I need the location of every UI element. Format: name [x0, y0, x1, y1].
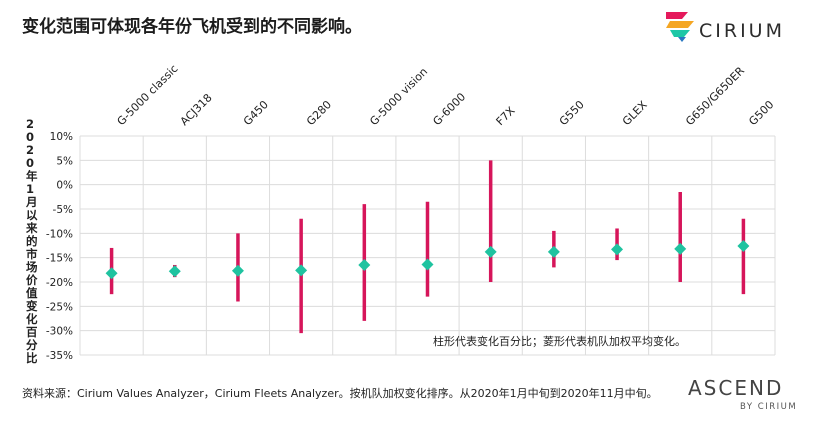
y-tick-label: -35% — [46, 350, 73, 362]
average-marker — [105, 267, 118, 280]
average-marker — [737, 239, 750, 252]
average-markers — [105, 239, 750, 280]
average-marker — [358, 258, 371, 271]
logo-shape-pink — [666, 12, 688, 19]
y-tick-label: -30% — [46, 326, 73, 338]
logo-text: CIRIUM — [699, 20, 785, 42]
ascend-brand: ASCEND — [688, 376, 784, 400]
average-marker — [295, 264, 308, 277]
logo-shape-teal — [670, 30, 690, 37]
x-tick-label: G500 — [746, 98, 776, 128]
chart-annotation: 柱形代表变化百分比；菱形代表机队加权平均变化。 — [433, 334, 686, 348]
average-marker — [547, 245, 560, 258]
x-tick-label: G-5000 classic — [115, 62, 181, 128]
y-tick-label: 0% — [56, 180, 73, 192]
logo-shape-blue — [678, 37, 686, 42]
x-tick-label: GLEX — [620, 98, 650, 128]
y-tick-label: 10% — [50, 131, 73, 143]
average-marker — [484, 245, 497, 258]
y-tick-labels: 10% 5% 0% -5% -10% -15% -20% -25% -30% -35% — [46, 131, 73, 362]
x-tick-label: F7X — [494, 104, 518, 128]
y-tick-label: 5% — [56, 155, 73, 167]
average-marker — [611, 243, 624, 256]
average-marker — [168, 265, 181, 278]
y-tick-label: -25% — [46, 301, 73, 313]
cirium-logo-icon — [666, 12, 694, 42]
x-tick-label: G280 — [304, 98, 334, 128]
x-tick-label: G-6000 — [430, 90, 468, 128]
x-tick-label: G-5000 vision — [367, 65, 430, 128]
x-tick-label: ACJ318 — [178, 91, 215, 128]
y-tick-label: -15% — [46, 253, 73, 265]
y-tick-label: -10% — [46, 228, 73, 240]
chart-title: 变化范围可体现各年份飞机受到的不同影响。 — [22, 17, 362, 37]
average-marker — [674, 242, 687, 255]
average-marker — [231, 264, 244, 277]
y-tick-label: -5% — [53, 204, 73, 216]
range-chart: 10% 5% 0% -5% -10% -15% -20% -25% -30% -35% G-500… — [46, 62, 777, 362]
y-tick-label: -20% — [46, 277, 73, 289]
x-tick-label: G650/G650ER — [683, 64, 747, 128]
logo-shape-orange — [666, 21, 694, 28]
y-axis-label: 2020年1月以来的市场价值变化百分比 — [26, 117, 38, 365]
ascend-brand-subtitle: BY CIRIUM — [740, 402, 798, 412]
average-marker — [421, 258, 434, 271]
x-tick-label: G550 — [557, 98, 587, 128]
source-footnote: 资料来源：Cirium Values Analyzer，Cirium Fleet… — [22, 387, 658, 400]
x-tick-label: G450 — [241, 98, 271, 128]
